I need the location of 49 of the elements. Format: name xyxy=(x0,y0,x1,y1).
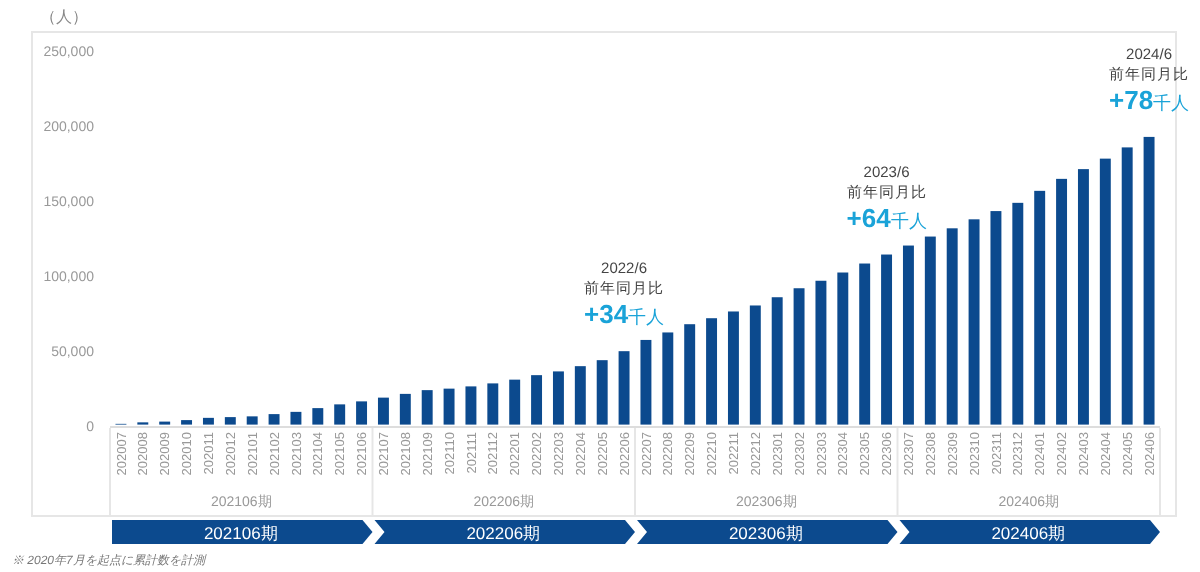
text: 202306期 xyxy=(728,523,804,543)
bar xyxy=(859,263,871,425)
bar xyxy=(684,324,696,425)
bar xyxy=(990,211,1002,425)
bar xyxy=(727,311,739,425)
y-axis-title: （人） xyxy=(40,8,88,26)
bar xyxy=(356,401,368,425)
text: 202106期 xyxy=(203,523,279,543)
text: 202406期 xyxy=(991,523,1067,543)
bar xyxy=(771,297,783,425)
bar xyxy=(1012,202,1024,425)
bar xyxy=(1034,190,1046,425)
bar xyxy=(443,388,455,425)
bar xyxy=(1099,158,1111,425)
bar xyxy=(968,219,980,425)
bar xyxy=(662,332,674,425)
bar xyxy=(618,351,630,425)
bar xyxy=(596,360,608,425)
bar xyxy=(377,397,389,425)
bar xyxy=(552,371,564,425)
bar xyxy=(246,416,258,425)
text: 202206期 xyxy=(466,523,542,543)
bar xyxy=(1077,169,1089,425)
bar xyxy=(640,339,652,425)
bar xyxy=(706,318,718,425)
bar xyxy=(815,280,827,425)
bar xyxy=(268,414,280,425)
bar xyxy=(1121,147,1133,425)
bar xyxy=(312,408,324,425)
bar xyxy=(290,411,302,425)
bar xyxy=(465,386,477,425)
bar xyxy=(202,417,214,425)
bar xyxy=(946,228,958,425)
bar xyxy=(399,393,411,425)
bar xyxy=(487,383,499,425)
bar xyxy=(509,379,521,425)
bar xyxy=(334,404,346,425)
bar xyxy=(1143,136,1155,425)
bar xyxy=(574,366,586,425)
bar xyxy=(837,272,849,425)
bar xyxy=(902,245,914,425)
bar xyxy=(924,236,936,425)
bar xyxy=(749,305,761,425)
bar xyxy=(881,254,893,425)
bar xyxy=(224,417,236,425)
bar xyxy=(531,375,543,425)
bar xyxy=(793,288,805,425)
bar xyxy=(1056,178,1068,425)
bar xyxy=(421,390,433,425)
